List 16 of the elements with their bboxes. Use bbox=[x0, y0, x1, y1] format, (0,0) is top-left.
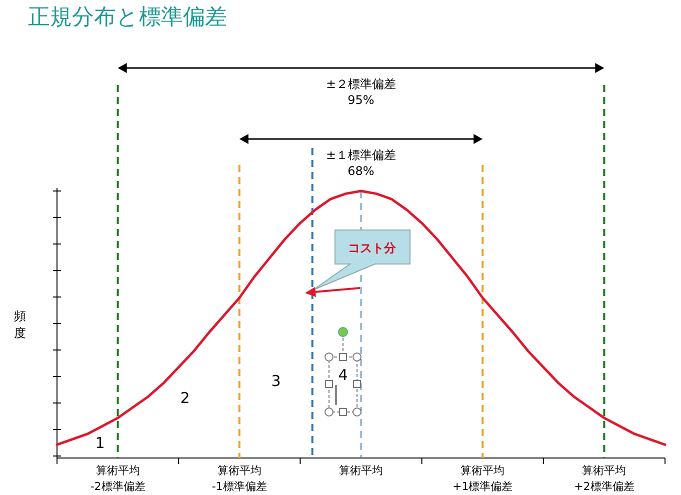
annotation: 2 bbox=[180, 389, 190, 407]
annotation: 3 bbox=[271, 372, 281, 390]
text: ±２標準偏差 bbox=[326, 77, 396, 91]
x-tick-label: 算術平均 +1標準偏差 bbox=[452, 464, 513, 493]
text: 68% bbox=[348, 164, 374, 178]
x-tick-label: 算術平均 bbox=[339, 464, 383, 477]
x-tick-label: 算術平均 +2標準偏差 bbox=[574, 464, 634, 493]
annotation: 1 bbox=[95, 434, 105, 452]
x-tick-label: 算術平均 -1標準偏差 bbox=[212, 464, 267, 493]
annotation: 4 bbox=[338, 366, 348, 384]
chart-title: 正規分布と標準偏差 bbox=[28, 5, 227, 30]
annotation: コスト分 bbox=[348, 241, 397, 255]
x-tick-label: 算術平均 -2標準偏差 bbox=[90, 464, 146, 493]
ylabel: 頻度 bbox=[14, 309, 26, 340]
text: 95% bbox=[348, 93, 374, 107]
text: ±１標準偏差 bbox=[326, 148, 396, 162]
